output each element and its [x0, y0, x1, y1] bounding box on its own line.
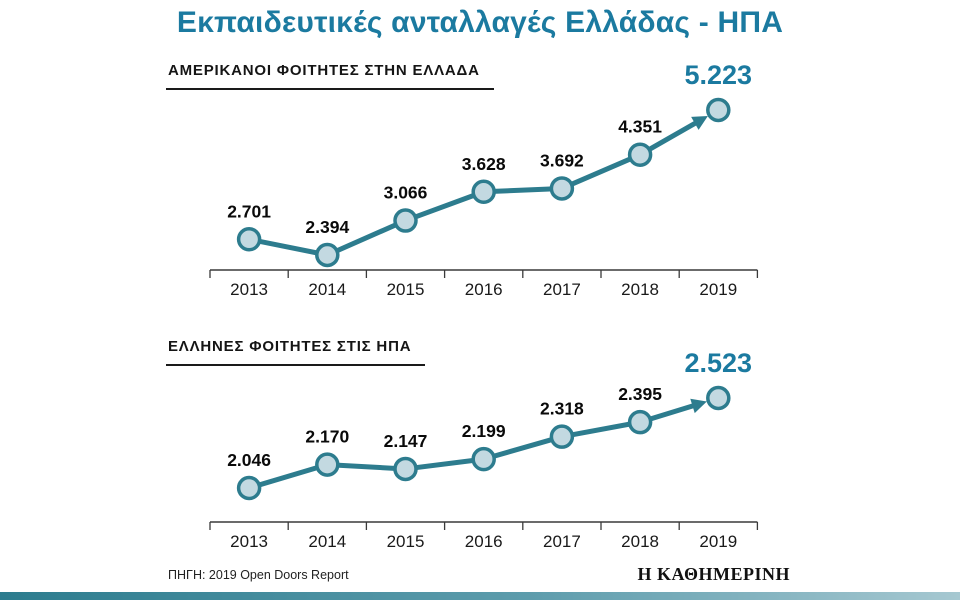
value-label: 3.692 [540, 150, 584, 170]
value-label: 2.394 [305, 217, 349, 237]
x-axis-label: 2016 [465, 532, 503, 551]
data-point [549, 424, 575, 449]
data-point [471, 446, 496, 472]
data-point [315, 452, 340, 477]
x-axis-label: 2016 [465, 280, 503, 299]
data-point [236, 227, 262, 252]
data-point [471, 179, 496, 205]
value-label-highlight: 5.223 [685, 60, 753, 90]
value-label: 2.170 [305, 427, 349, 447]
data-point [315, 242, 340, 268]
value-label: 3.066 [384, 183, 428, 203]
x-axis-label: 2014 [308, 280, 346, 299]
x-axis-label: 2018 [621, 280, 659, 299]
page-title: Εκπαιδευτικές ανταλλαγές Ελλάδας - ΗΠΑ [176, 6, 784, 39]
value-label: 2.701 [227, 201, 271, 221]
value-label: 2.395 [618, 384, 662, 404]
arrowhead [690, 398, 707, 414]
x-axis-label: 2015 [387, 532, 425, 551]
value-label: 3.628 [462, 154, 506, 174]
value-label: 2.199 [462, 421, 506, 441]
value-label-highlight: 2.523 [685, 348, 753, 378]
x-axis-label: 2019 [699, 532, 737, 551]
data-point [236, 475, 262, 501]
data-point [706, 385, 731, 411]
chart-title-greek-students: ΕΛΛΗΝΕΣ ΦΟΙΤΗΤΕΣ ΣΤΙΣ ΗΠΑ [166, 338, 426, 366]
bottom-accent-bar [0, 592, 960, 600]
source-note: ΠΗΓΗ: 2019 Open Doors Report [168, 568, 349, 582]
x-axis-label: 2017 [543, 280, 581, 299]
value-label: 2.147 [384, 431, 428, 451]
data-point [706, 97, 731, 123]
data-point [393, 208, 418, 233]
x-axis-label: 2019 [699, 280, 737, 299]
data-point [627, 142, 653, 167]
kathimerini-logo: Η ΚΑΘΗΜΕΡΙΝΗ [637, 564, 790, 584]
value-label: 4.351 [618, 117, 662, 137]
x-axis-label: 2015 [387, 280, 425, 299]
chart-american-students-in-greece: 2013 2014 2015 2016 2017 2018 2019 2.701 2.394 3.… [209, 60, 759, 299]
data-point [549, 176, 575, 201]
x-axis-label: 2014 [308, 532, 346, 551]
data-point [393, 456, 418, 482]
x-axis-label: 2017 [543, 532, 581, 551]
chart-title-american-students: ΑΜΕΡΙΚΑΝΟΙ ΦΟΙΤΗΤΕΣ ΣΤΗΝ ΕΛΛΑΔΑ [166, 62, 494, 90]
x-axis-label: 2013 [230, 532, 268, 551]
data-line [246, 403, 696, 491]
data-point [627, 409, 653, 435]
value-label: 2.046 [227, 450, 271, 470]
value-label: 2.318 [540, 399, 584, 419]
x-axis-label: 2018 [621, 532, 659, 551]
chart-greek-students-in-usa: 2013 2014 2015 2016 2017 2018 2019 2.046 2.170 2.… [209, 348, 759, 551]
x-axis-label: 2013 [230, 280, 268, 299]
arrowhead [691, 115, 708, 130]
